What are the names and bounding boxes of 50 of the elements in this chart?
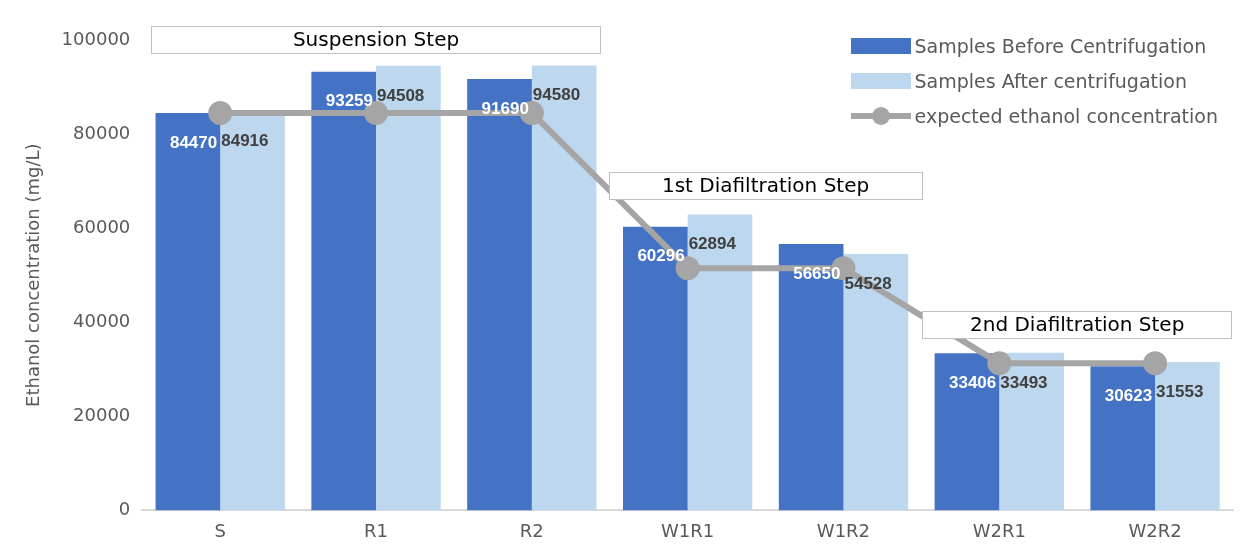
x-tick-label: W2R2 <box>1128 519 1182 541</box>
data-label: 30623 <box>1104 386 1153 406</box>
bar <box>687 214 753 511</box>
x-tick-label: W2R1 <box>972 519 1026 541</box>
point <box>1143 351 1168 376</box>
bar <box>934 353 1000 511</box>
point <box>987 351 1012 376</box>
point <box>208 100 233 125</box>
y-tick-label: 100000 <box>61 27 131 49</box>
data-label: 84470 <box>169 132 218 152</box>
x-tick-label: S <box>214 519 226 541</box>
data-label: 62894 <box>688 234 737 254</box>
y-tick-label: 40000 <box>73 309 131 331</box>
y-tick-label: 0 <box>118 498 131 520</box>
bar <box>311 71 377 511</box>
bar <box>1090 366 1156 511</box>
x-tick-label: W1R2 <box>816 519 871 541</box>
data-label: 56650 <box>793 263 841 283</box>
data-label: 94580 <box>532 85 581 105</box>
bar <box>999 352 1064 511</box>
text-box: Suspension Step <box>151 26 602 54</box>
bar <box>778 243 844 511</box>
text-box: 1st Diafiltration Step <box>608 171 923 200</box>
legend-label: expected ethanol concentration <box>914 104 1218 127</box>
bar <box>622 226 688 511</box>
bar <box>531 65 597 511</box>
legend-label: Samples Before Centrifugation <box>914 34 1207 57</box>
bar <box>155 113 221 511</box>
data-label: 31553 <box>1156 381 1204 401</box>
bar <box>843 253 909 511</box>
y-tick-label: 60000 <box>73 215 131 237</box>
y-tick-label: 20000 <box>73 403 131 425</box>
data-label: 91690 <box>481 98 529 118</box>
data-label: 93259 <box>325 91 374 111</box>
data-label: 33493 <box>1000 372 1048 392</box>
data-label: 60296 <box>637 246 685 266</box>
bar <box>376 65 441 511</box>
bar <box>1155 361 1220 511</box>
x-tick-label: W1R1 <box>661 519 715 541</box>
data-label: 84916 <box>221 130 269 150</box>
x-tick-label: R2 <box>519 519 544 541</box>
data-label: 33406 <box>949 372 997 392</box>
text-box: 2nd Diafiltration Step <box>922 311 1233 340</box>
legend-label: Samples After centrifugation <box>914 69 1187 92</box>
y-axis-title: Ethanol concentration (mg/L) <box>22 143 44 407</box>
bar <box>467 79 532 511</box>
x-tick-label: R1 <box>364 519 389 541</box>
data-label: 54528 <box>844 273 892 293</box>
data-label: 94508 <box>377 85 425 105</box>
y-tick-label: 80000 <box>73 121 131 143</box>
